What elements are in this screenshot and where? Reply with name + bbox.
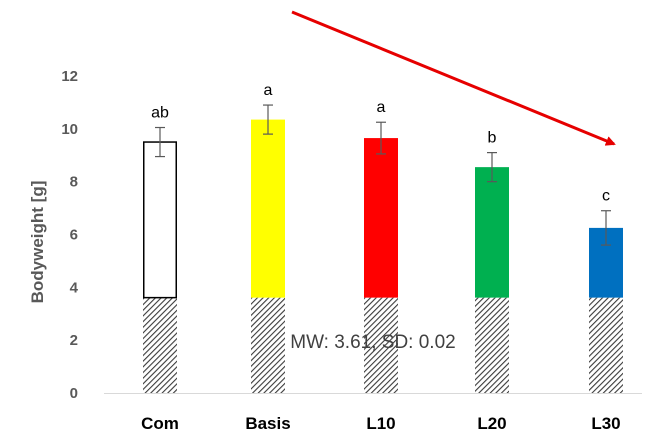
x-tick-label: L10	[366, 414, 395, 433]
error-bar	[263, 104, 273, 135]
significance-label: a	[377, 99, 386, 116]
baseline-bar	[251, 297, 285, 393]
bar-l10	[364, 138, 398, 298]
baseline-annotation: MW: 3.61, SD: 0.02	[290, 332, 455, 353]
y-tick-label: 6	[70, 227, 78, 244]
significance-label: a	[264, 82, 273, 99]
baseline-bar	[589, 297, 623, 393]
baseline-bar	[475, 297, 509, 393]
y-tick-label: 10	[61, 121, 78, 138]
x-tick-label: Com	[141, 414, 179, 433]
significance-label: b	[488, 130, 497, 147]
y-tick-label: 12	[61, 68, 78, 85]
error-bar	[487, 152, 497, 183]
bar-com	[143, 141, 177, 299]
y-tick-label: 2	[70, 332, 78, 349]
y-tick-label: 8	[70, 174, 78, 191]
x-tick-label: L20	[477, 414, 506, 433]
significance-label: c	[602, 188, 610, 205]
error-bar	[601, 210, 611, 246]
x-tick-label: Basis	[245, 414, 290, 433]
y-axis-label: Bodyweight [g]	[28, 181, 47, 304]
y-tick-label: 4	[70, 279, 79, 296]
bar-l20	[475, 167, 509, 298]
error-bar	[155, 126, 165, 158]
significance-label: ab	[151, 105, 169, 122]
error-bar	[376, 121, 386, 155]
y-tick-label: 0	[70, 385, 78, 402]
trend-arrow	[291, 10, 616, 146]
baseline-bar	[143, 297, 177, 393]
bar-basis	[251, 119, 285, 298]
x-tick-label: L30	[591, 414, 620, 433]
baseline-bar	[364, 297, 398, 393]
